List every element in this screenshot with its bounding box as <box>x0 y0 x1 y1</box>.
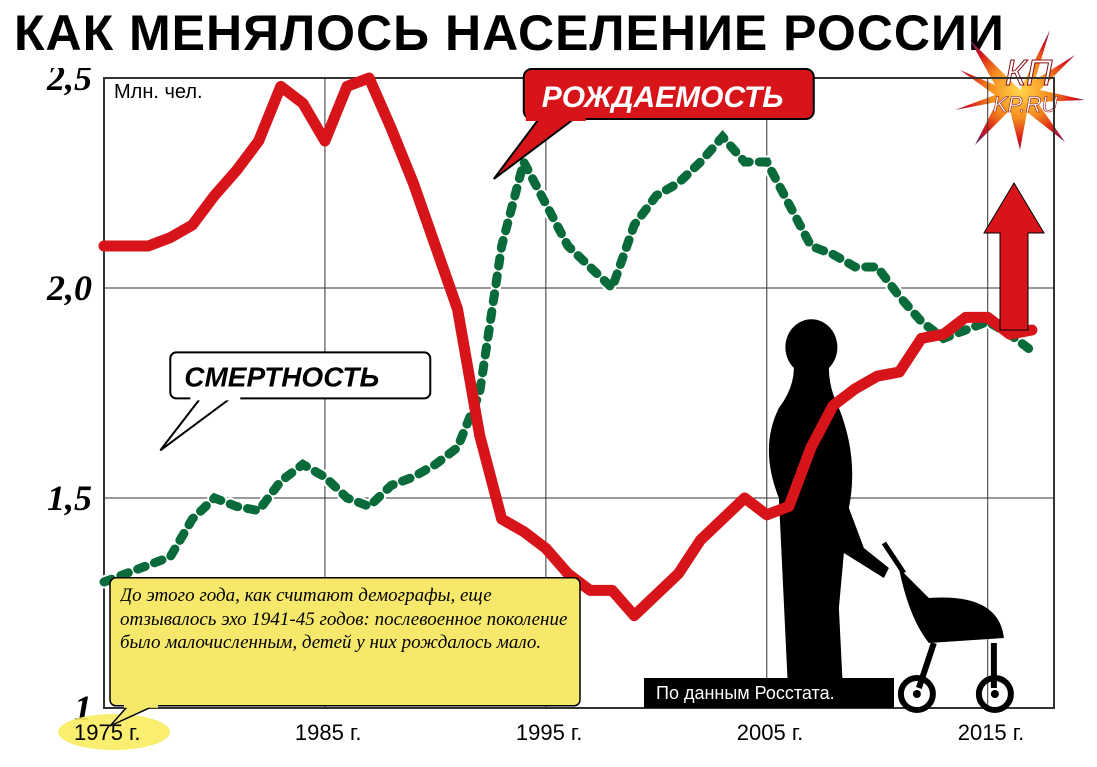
label-deaths: СМЕРТНОСТЬ <box>160 352 430 450</box>
page-title: КАК МЕНЯЛОСЬ НАСЕЛЕНИЕ РОССИИ <box>14 4 1005 62</box>
source-box: По данным Росстата. <box>644 678 894 708</box>
x-tick-label: 2015 г. <box>958 720 1025 745</box>
x-tick-label: 1985 г. <box>295 720 362 745</box>
svg-text:СМЕРТНОСТЬ: СМЕРТНОСТЬ <box>184 361 379 392</box>
y-tick-label: 2,5 <box>46 68 92 98</box>
y-tick-label: 2,0 <box>46 268 92 308</box>
series-births <box>104 78 1032 616</box>
annotation-box: До этого года, как считают демографы, ещ… <box>110 578 580 726</box>
x-tick-label: 2005 г. <box>737 720 804 745</box>
svg-text:По данным Росстата.: По данным Росстата. <box>656 683 835 703</box>
y-axis-unit: Млн. чел. <box>114 81 203 103</box>
up-arrow-icon <box>984 183 1044 330</box>
chart: 11,52,02,51975 г.1985 г.1995 г.2005 г.20… <box>14 68 1074 756</box>
y-tick-label: 1,5 <box>47 478 92 518</box>
x-tick-label: 1975 г. <box>74 720 141 745</box>
x-tick-label: 1995 г. <box>516 720 583 745</box>
svg-text:РОЖДАЕМОСТЬ: РОЖДАЕМОСТЬ <box>542 81 784 114</box>
